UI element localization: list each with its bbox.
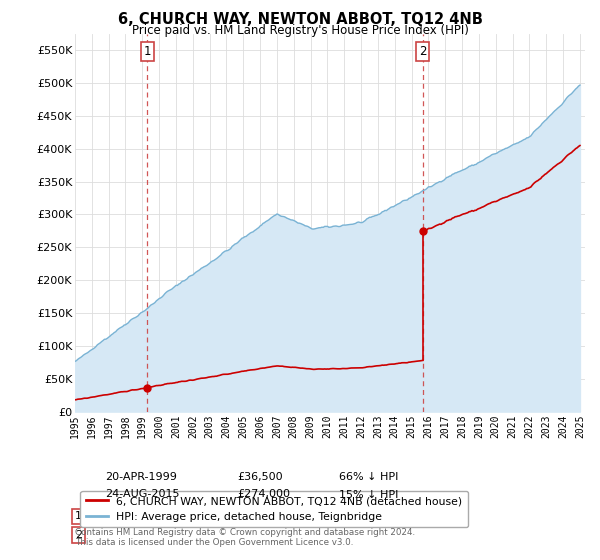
Text: 6, CHURCH WAY, NEWTON ABBOT, TQ12 4NB: 6, CHURCH WAY, NEWTON ABBOT, TQ12 4NB (118, 12, 482, 27)
Text: 24-AUG-2015: 24-AUG-2015 (105, 489, 179, 500)
Text: Contains HM Land Registry data © Crown copyright and database right 2024.
This d: Contains HM Land Registry data © Crown c… (75, 528, 415, 547)
Text: £36,500: £36,500 (237, 472, 283, 482)
Text: 1: 1 (143, 45, 151, 58)
Text: £274,000: £274,000 (237, 489, 290, 500)
Text: Price paid vs. HM Land Registry's House Price Index (HPI): Price paid vs. HM Land Registry's House … (131, 24, 469, 37)
Text: 2: 2 (75, 530, 82, 540)
Legend: 6, CHURCH WAY, NEWTON ABBOT, TQ12 4NB (detached house), HPI: Average price, deta: 6, CHURCH WAY, NEWTON ABBOT, TQ12 4NB (d… (80, 491, 468, 527)
Text: 15% ↓ HPI: 15% ↓ HPI (339, 489, 398, 500)
Text: 66% ↓ HPI: 66% ↓ HPI (339, 472, 398, 482)
Text: 20-APR-1999: 20-APR-1999 (105, 472, 177, 482)
Text: 1: 1 (75, 511, 82, 521)
Text: 2: 2 (419, 45, 427, 58)
